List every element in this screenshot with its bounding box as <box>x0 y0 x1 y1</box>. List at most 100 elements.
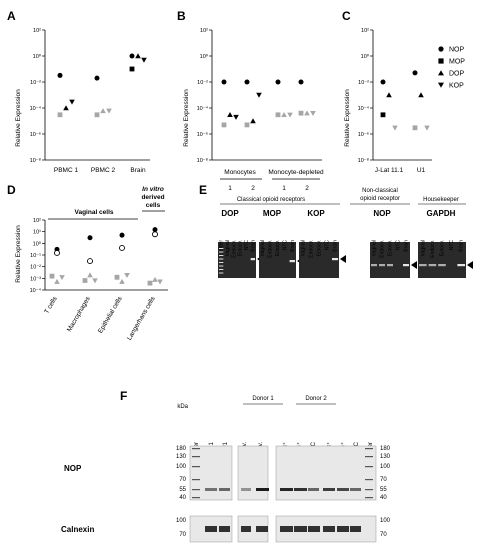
panel-c: C Relative Expression 10² 10⁰ 10⁻² 10⁻⁴ 10⁻⁶… <box>342 9 465 174</box>
ladder-band <box>192 497 200 499</box>
marker-kop <box>124 273 130 279</box>
blot-band <box>256 488 269 491</box>
marker-dop <box>250 118 256 124</box>
mw-right-label: 180 <box>380 446 391 452</box>
header-nonclassical-2: opioid receptor <box>360 196 400 202</box>
legend-label-mop: MOP <box>449 59 465 66</box>
y-tick-label: 10⁻⁸ <box>30 157 41 164</box>
y-tick-label: 10⁻⁶ <box>197 131 208 138</box>
donor-2: Donor 2 <box>305 396 327 402</box>
scatter-marks-a <box>57 53 147 118</box>
marker-nop <box>152 227 158 233</box>
panel-label-d: D <box>7 183 16 197</box>
marker-kop <box>233 114 239 120</box>
band-arrow-icon <box>340 255 346 263</box>
blot-image <box>237 445 269 501</box>
gel-lane-label: Endocv. <box>309 240 315 258</box>
legend-marker-nop <box>438 46 444 52</box>
mw-right-label: 100 <box>380 464 391 470</box>
gel-lane-label: NTC <box>449 240 455 251</box>
marker-dop <box>135 53 141 59</box>
y-tick-label: 10⁻⁶ <box>358 131 369 138</box>
marker-kop <box>287 112 293 118</box>
donor-1: Donor 1 <box>252 396 274 402</box>
gel-lane-label: Vaginal <box>420 240 426 256</box>
gel-band <box>371 264 377 267</box>
gene-nop: NOP <box>373 209 391 218</box>
ladder-band <box>219 269 224 270</box>
marker-dop <box>119 278 125 284</box>
protein-calnexin: Calnexin <box>61 525 94 534</box>
y-tick-label: 10⁰ <box>200 53 209 60</box>
mw-left-label: 55 <box>179 487 186 493</box>
panel-a: A Relative Expression 10² 10⁰ 10⁻² 10⁻⁴ 10⁻⁶… <box>7 9 150 174</box>
gel-lane-label: Endocv. <box>231 240 237 258</box>
gel-lane-label: Vaginal <box>372 240 378 256</box>
mw-calnexin-right: 70 <box>380 532 387 538</box>
mw-right-label: 55 <box>380 487 387 493</box>
blot-band <box>205 526 217 532</box>
ladder-band <box>219 258 224 260</box>
y-tick-label: 10⁻² <box>30 80 41 86</box>
ladder-band <box>365 456 373 458</box>
marker-dop <box>54 278 60 284</box>
cat-a-0: PBMC 1 <box>54 167 79 174</box>
blot-band <box>308 488 319 491</box>
ladder-band <box>219 255 224 256</box>
marker-mop <box>298 110 304 116</box>
gene-gapdh: GAPDH <box>427 209 456 218</box>
marker-nop <box>244 79 250 85</box>
y-axis-label-c: Relative Expression <box>344 89 351 147</box>
gel-lane-label: Ladder <box>219 240 225 256</box>
mw-right-label: 130 <box>380 454 391 460</box>
mw-left-label: 130 <box>176 454 187 460</box>
legend-label-dop: DOP <box>449 71 465 78</box>
cat-d-3: Langerhans cells <box>126 295 157 342</box>
marker-dop <box>87 272 93 278</box>
y-tick-label: 10⁻¹ <box>30 253 41 259</box>
marker-kop <box>424 125 430 131</box>
marker-nop <box>119 245 125 251</box>
group-invitro-2: derived <box>141 194 164 201</box>
blot-band <box>350 526 361 532</box>
legend-marker-kop <box>438 82 444 88</box>
y-tick-label: 10⁻⁶ <box>30 131 41 138</box>
marker-mop <box>221 122 227 128</box>
gel-image <box>418 242 466 278</box>
gel-band <box>403 264 409 267</box>
marker-mop <box>49 273 55 279</box>
y-tick-label: 10⁰ <box>361 53 370 60</box>
blot-image <box>275 445 377 501</box>
gel-lane-label: Vaginal <box>260 240 266 256</box>
donor-b-0: 1 <box>228 185 232 192</box>
cat-c-1: U1 <box>417 167 426 174</box>
marker-mop <box>412 125 418 131</box>
kda-label: kDa <box>177 404 188 410</box>
y-axis-label-b: Relative Expression <box>183 89 190 147</box>
blot-band <box>256 526 268 532</box>
gel-band <box>428 264 437 267</box>
header-classical: Classical opioid receptors <box>237 197 305 203</box>
gel-lane-label: NTC <box>244 240 250 251</box>
marker-nop <box>221 79 227 85</box>
panel-label-a: A <box>7 9 16 23</box>
marker-mop <box>114 274 120 280</box>
panel-label-e: E <box>199 183 207 197</box>
gene-kop: KOP <box>307 209 325 218</box>
y-tick-label: 10⁻⁴ <box>30 287 42 294</box>
cat-a-1: PBMC 2 <box>91 167 116 174</box>
mw-calnexin-left: 70 <box>179 532 186 538</box>
y-tick-label: 10² <box>200 28 208 34</box>
y-ticks-d: 10² 10¹ 10⁰ 10⁻¹ 10⁻² 10⁻³ 10⁻⁴ <box>30 218 45 294</box>
marker-nop <box>129 53 135 59</box>
donor-b-1: 2 <box>251 185 255 192</box>
marker-dop <box>386 92 392 98</box>
marker-nop <box>380 79 386 85</box>
marker-mop <box>57 112 63 118</box>
y-tick-label: 10² <box>33 28 41 34</box>
gel-band <box>250 258 255 261</box>
panel-d: D Relative Expression 10²10¹10⁰10⁻¹10⁻²1… <box>7 183 168 342</box>
band-arrow-icon <box>411 261 417 269</box>
svg-text:Relative Expression: Relative Expression <box>15 89 22 147</box>
blot-band <box>308 526 320 532</box>
